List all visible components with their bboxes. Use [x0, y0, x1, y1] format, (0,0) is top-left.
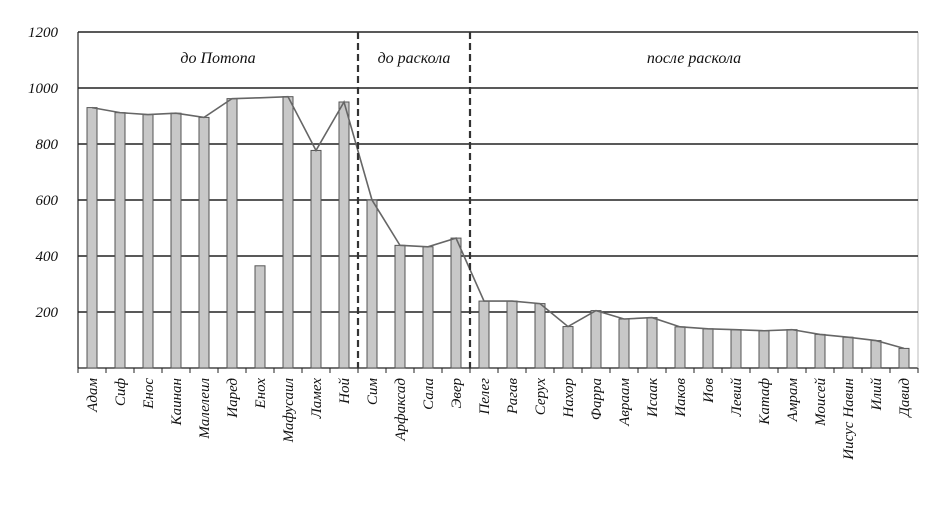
- bar-Енос: [142, 114, 154, 369]
- x-tick-label-Енох: Енох: [253, 378, 269, 410]
- x-tick-label-Адам: Адам: [85, 378, 101, 413]
- bar-Ной: [338, 101, 350, 369]
- bar-Сиф: [114, 112, 126, 369]
- y-tick-label-600: 600: [36, 193, 59, 209]
- x-tick-label-Фарра: Фарра: [589, 378, 605, 420]
- x-tick-label-Амрам: Амрам: [785, 378, 801, 423]
- x-axis-tick-labels: Адам Сиф Енос Каинан Малелеил Иаред Енох Мафуса…: [85, 377, 913, 461]
- y-tick-label-200: 200: [36, 305, 59, 321]
- bar-Иаков: [674, 326, 686, 369]
- x-tick-label-Иов: Иов: [701, 378, 717, 404]
- bar-Енох: [254, 265, 266, 369]
- x-tick-label-Ной: Ной: [337, 378, 353, 405]
- bar-Амрам: [786, 329, 798, 369]
- bar-Катаф: [758, 330, 770, 369]
- x-tick-label-Илий: Илий: [869, 378, 885, 412]
- x-tick-label-Давид: Давид: [897, 378, 913, 419]
- x-tick-label-Нахор: Нахор: [561, 378, 577, 419]
- x-tick-label-Сала: Сала: [421, 378, 437, 410]
- region-label-1: до раскола: [378, 50, 451, 67]
- x-tick-label-Эвер: Эвер: [449, 378, 465, 409]
- x-tick-label-Пелег: Пелег: [477, 378, 493, 416]
- bar-Малелеил: [198, 116, 210, 369]
- bar-Сим: [366, 199, 378, 369]
- x-tick-label-Моисей: Моисей: [813, 378, 829, 427]
- x-tick-label-Исаак: Исаак: [645, 377, 661, 418]
- region-label-0: до Потопа: [180, 50, 255, 67]
- bar-Каинан: [170, 112, 182, 369]
- x-tick-label-Сиф: Сиф: [113, 378, 129, 407]
- bar-Сала: [422, 246, 434, 369]
- x-tick-label-Иаред: Иаред: [225, 378, 241, 419]
- bar-Моисей: [814, 333, 826, 369]
- x-tick-label-Енос: Енос: [141, 378, 157, 410]
- bar-Иисус Навин: [842, 336, 854, 369]
- bar-Иов: [702, 328, 714, 369]
- x-tick-label-Мафусаил: Мафусаил: [281, 378, 297, 444]
- x-tick-label-Рагав: Рагав: [505, 378, 521, 415]
- x-tick-label-Серух: Серух: [533, 378, 549, 416]
- bar-Илий: [870, 340, 882, 369]
- x-tick-label-Ламех: Ламех: [309, 378, 325, 420]
- trend-line-path: [91, 95, 905, 350]
- gridlines: [77, 31, 919, 373]
- x-tick-label-Сим: Сим: [365, 378, 381, 406]
- x-tick-label-Авраам: Авраам: [617, 378, 633, 427]
- bar-Фарра: [590, 310, 602, 369]
- x-tick-label-Каинан: Каинан: [169, 378, 185, 426]
- bar-Адам: [86, 107, 98, 369]
- bar-Иаред: [226, 98, 238, 369]
- x-tick-label-Арфаксад: Арфаксад: [393, 378, 409, 442]
- y-tick-label-1000: 1000: [28, 81, 59, 97]
- region-dividers: [356, 32, 472, 368]
- bar-Исаак: [646, 317, 658, 369]
- bar-Ламех: [310, 149, 322, 369]
- bars: [86, 96, 910, 369]
- bar-Пелег: [478, 300, 490, 369]
- y-tick-label-400: 400: [36, 249, 59, 265]
- x-tick-label-Иисус Навин: Иисус Навин: [841, 378, 857, 461]
- y-tick-label-800: 800: [36, 137, 59, 153]
- x-tick-label-Левий: Левий: [729, 378, 745, 418]
- bar-Эвер: [450, 237, 462, 369]
- x-tick-label-Малелеил: Малелеил: [197, 378, 213, 440]
- region-label-2: после раскола: [647, 50, 741, 67]
- bar-Арфаксад: [394, 244, 406, 369]
- y-tick-label-1200: 1200: [28, 25, 59, 41]
- bar-Серух: [534, 303, 546, 369]
- x-tick-label-Иаков: Иаков: [673, 378, 689, 418]
- region-labels: до Потопа до раскола после раскола: [180, 50, 741, 67]
- x-tick-label-Катаф: Катаф: [757, 378, 773, 426]
- bar-Мафусаил: [282, 96, 294, 369]
- y-axis-tick-labels: 200 400 600 800 1000 1200: [28, 25, 59, 321]
- bar-Левий: [730, 329, 742, 369]
- bar-Рагав: [506, 300, 518, 369]
- bar-Давид: [898, 347, 910, 369]
- trend-line: [91, 95, 905, 350]
- bar-Авраам: [618, 318, 630, 369]
- bar-Нахор: [562, 326, 574, 369]
